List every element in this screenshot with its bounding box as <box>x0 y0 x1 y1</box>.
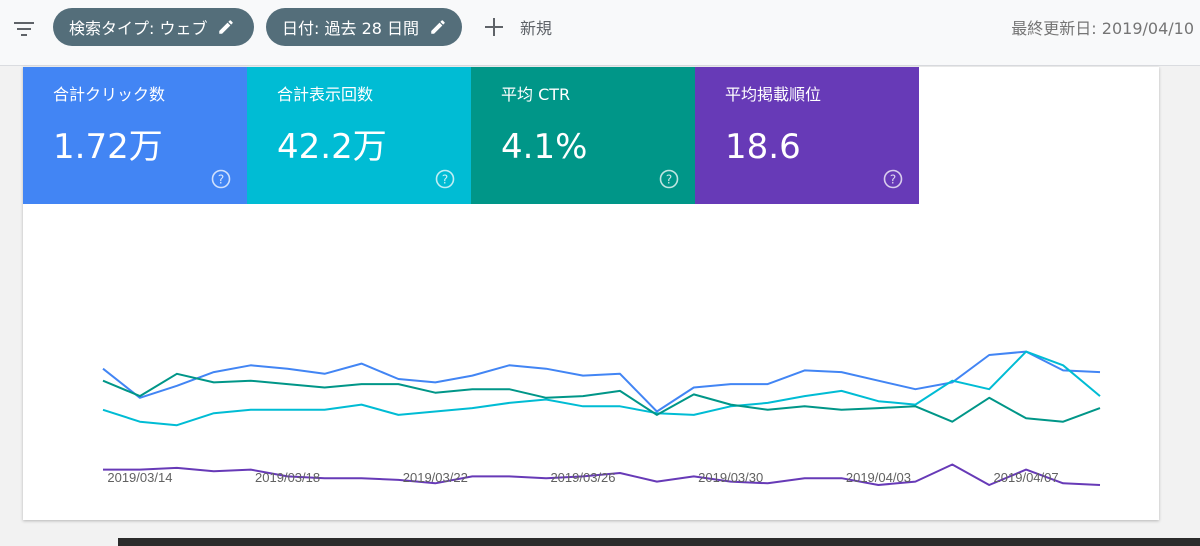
help-icon[interactable]: ? <box>435 169 455 189</box>
chart-svg: 2019/03/14 2019/03/18 2019/03/22 2019/03/26… <box>102 350 1101 486</box>
filter-list-icon[interactable] <box>12 18 36 42</box>
svg-text:?: ? <box>442 173 448 187</box>
date-range-filter-chip[interactable]: 日付: 過去 28 日間 <box>266 8 462 46</box>
performance-card: 合計クリック数 1.72万 ? 合計表示回数 42.2万 ? 平均 CTR 4.… <box>23 67 1159 520</box>
last-updated-text: 最終更新日: 2019/04/10 <box>1011 19 1194 38</box>
metric-value: 18.6 <box>725 127 801 167</box>
edit-pencil-icon <box>429 18 447 36</box>
metric-value: 4.1% <box>501 127 588 167</box>
metric-total-clicks[interactable]: 合計クリック数 1.72万 ? <box>23 67 247 204</box>
x-tick-label: 2019/03/18 <box>255 470 320 485</box>
svg-text:?: ? <box>890 173 896 187</box>
search-type-filter-chip[interactable]: 検索タイプ: ウェブ <box>53 8 254 46</box>
help-icon[interactable]: ? <box>211 169 231 189</box>
svg-text:?: ? <box>218 173 224 187</box>
metric-value: 42.2万 <box>277 127 387 167</box>
new-filter-label: 新規 <box>520 19 553 38</box>
series-line-3 <box>103 463 1101 486</box>
date-chip-label: 日付: 過去 28 日間 <box>282 19 420 38</box>
new-filter-button[interactable]: 新規 <box>484 8 552 46</box>
metric-label: 合計表示回数 <box>277 85 374 104</box>
metric-value: 1.72万 <box>53 127 163 167</box>
x-tick-label: 2019/03/22 <box>403 470 468 485</box>
x-tick-label: 2019/04/07 <box>994 470 1059 485</box>
x-tick-label: 2019/03/30 <box>698 470 763 485</box>
metric-label: 平均掲載順位 <box>725 85 822 104</box>
svg-text:?: ? <box>666 173 672 187</box>
series-line-1 <box>102 350 1101 427</box>
x-tick-label: 2019/03/14 <box>107 470 172 485</box>
search-type-chip-label: 検索タイプ: ウェブ <box>69 19 208 38</box>
help-icon[interactable]: ? <box>659 169 679 189</box>
metric-label: 合計クリック数 <box>53 85 166 104</box>
edit-pencil-icon <box>217 18 235 36</box>
metric-label: 平均 CTR <box>501 85 571 104</box>
x-tick-label: 2019/03/26 <box>550 470 615 485</box>
top-toolbar: 検索タイプ: ウェブ 日付: 過去 28 日間 新規 最終更新日: 2019/0… <box>0 0 1200 66</box>
help-icon[interactable]: ? <box>883 169 903 189</box>
metric-average-position[interactable]: 平均掲載順位 18.6 ? <box>695 67 919 204</box>
metric-average-ctr[interactable]: 平均 CTR 4.1% ? <box>471 67 695 204</box>
performance-line-chart[interactable]: 2019/03/14 2019/03/18 2019/03/22 2019/03/26… <box>23 204 1159 520</box>
series-line-0 <box>102 350 1101 413</box>
metric-total-impressions[interactable]: 合計表示回数 42.2万 ? <box>247 67 471 204</box>
series-line-2 <box>102 372 1101 423</box>
x-tick-label: 2019/04/03 <box>846 470 911 485</box>
plus-icon <box>484 17 504 37</box>
bottom-edge-bar <box>118 538 1200 546</box>
